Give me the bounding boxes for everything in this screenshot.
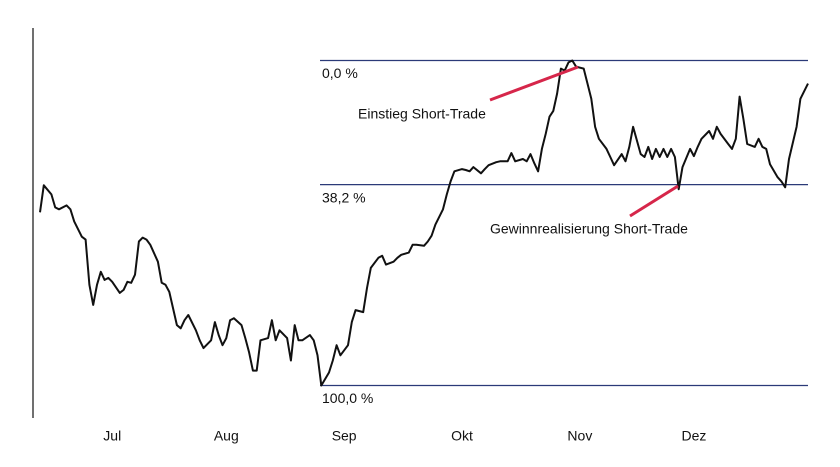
x-tick-label: Aug [214,428,239,444]
x-tick-label: Dez [681,428,706,444]
x-tick-label: Nov [567,428,592,444]
level-label: 100,0 % [322,390,373,406]
annotation-label: Gewinnrealisierung Short-Trade [490,221,688,237]
level-label: 38,2 % [322,189,366,205]
annotation-arrow [489,65,579,102]
annotation-label: Einstieg Short-Trade [358,106,486,122]
x-tick-label: Jul [103,428,121,444]
x-tick-label: Okt [451,428,473,444]
price-line [39,59,809,387]
annotation-arrow [629,184,679,218]
x-tick-label: Sep [332,428,357,444]
level-label: 0,0 % [322,65,358,81]
